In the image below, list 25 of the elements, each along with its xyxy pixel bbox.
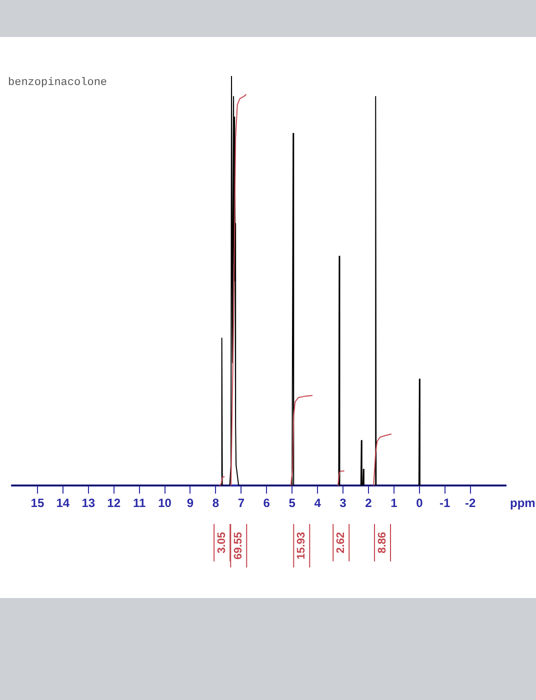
x-tick-label: 8 bbox=[212, 496, 220, 510]
x-tick-label: 14 bbox=[56, 496, 70, 510]
text: 3.05 bbox=[216, 532, 228, 554]
x-tick-label: 9 bbox=[186, 496, 194, 510]
x-tick-label: 7 bbox=[238, 496, 245, 510]
x-tick-label: 6 bbox=[263, 496, 270, 510]
x-tick-label: 12 bbox=[107, 496, 121, 510]
text: 2.62 bbox=[335, 532, 348, 554]
text: 8.86 bbox=[376, 532, 389, 554]
x-tick-label: 4 bbox=[314, 496, 322, 510]
x-tick-label: 0 bbox=[416, 496, 424, 510]
x-tick-label: -2 bbox=[465, 496, 476, 510]
x-tick-label: 3 bbox=[340, 496, 347, 510]
x-axis-title: ppm bbox=[510, 496, 536, 510]
x-tick-label: -1 bbox=[440, 496, 451, 510]
x-tick-label: 15 bbox=[30, 496, 44, 510]
x-tick-label: 5 bbox=[288, 496, 296, 510]
text: 15.93 bbox=[296, 532, 308, 560]
x-tick-label: 1 bbox=[390, 496, 398, 510]
x-tick-label: 11 bbox=[132, 496, 146, 510]
x-tick-label: 2 bbox=[365, 496, 372, 510]
x-tick-label: 13 bbox=[82, 496, 96, 510]
x-tick-label: 10 bbox=[158, 496, 172, 510]
text: 69.55 bbox=[232, 532, 245, 560]
chart-title: benzopinacolone bbox=[8, 77, 108, 89]
